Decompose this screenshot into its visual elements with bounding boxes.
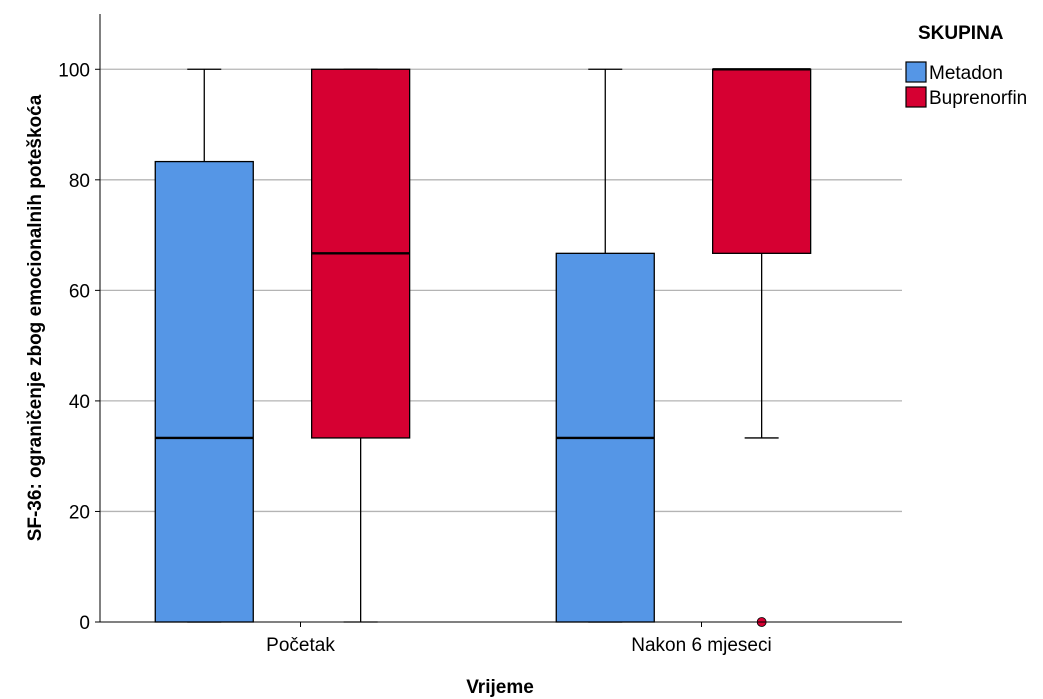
box-metadon-1: [555, 68, 655, 623]
y-tick-label: 20: [69, 502, 90, 523]
y-tick-label: 100: [58, 60, 90, 81]
legend: SKUPINA Metadon Buprenorfin: [905, 23, 1027, 109]
box-buprenorfin-1: [712, 68, 812, 627]
x-tick-label: Nakon 6 mjeseci: [631, 635, 771, 656]
axes: [99, 14, 902, 623]
y-tick-label: 80: [69, 171, 90, 192]
box-metadon-0: [154, 68, 254, 623]
y-tick-label: 40: [69, 392, 90, 413]
x-axis-title: Vrijeme: [466, 677, 534, 698]
y-tick-labels: 0 20 40 60 80 100: [58, 60, 100, 634]
x-tick-labels: Početak Nakon 6 mjeseci: [266, 622, 772, 656]
legend-label-metadon: Metadon: [929, 63, 1003, 84]
box-buprenorfin-0: [310, 68, 411, 623]
legend-label-buprenorfin: Buprenorfin: [929, 88, 1027, 109]
legend-title: SKUPINA: [918, 23, 1004, 44]
x-tick-label: Početak: [266, 635, 335, 656]
y-tick-label: 60: [69, 281, 90, 302]
legend-swatch-metadon: [905, 61, 927, 83]
box-plots: [154, 68, 812, 627]
box-iqr: [154, 160, 254, 623]
legend-swatch-buprenorfin: [905, 86, 927, 108]
y-tick-label: 0: [79, 613, 90, 634]
box-iqr: [712, 68, 812, 254]
y-axis-title: SF-36: ograničenje zbog emocionalnih pot…: [25, 94, 46, 541]
